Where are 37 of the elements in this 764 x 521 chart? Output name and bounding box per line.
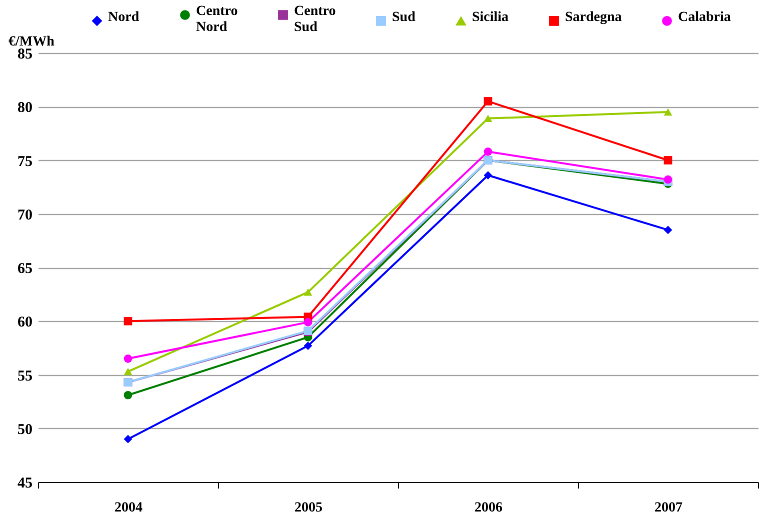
point: [484, 114, 492, 122]
point: [124, 390, 132, 400]
point: [664, 156, 672, 164]
point: [664, 108, 672, 116]
y-tick-label: 75: [18, 154, 32, 170]
legend-label: Sardegna: [565, 10, 622, 25]
point: [304, 318, 312, 326]
y-axis-title: €/MWh: [8, 34, 55, 50]
x-tick-label: 2004: [114, 500, 142, 516]
x-tick-label: 2006: [474, 500, 502, 516]
legend-label: Calabria: [678, 10, 731, 25]
point: [124, 354, 132, 363]
y-tick-label: 70: [18, 207, 32, 224]
y-tick-label: 50: [18, 422, 32, 438]
point: [484, 171, 492, 180]
point: [124, 368, 132, 376]
point: [664, 226, 672, 234]
legend-label: Sicilia: [472, 10, 509, 26]
y-tick-label: 45: [18, 476, 32, 492]
y-tick-label: 65: [18, 261, 32, 277]
y-tick-label: 85: [18, 46, 32, 62]
y-tick-label: 55: [18, 368, 32, 384]
point: [664, 175, 672, 184]
y-tick-label: 80: [18, 100, 32, 116]
point: [124, 434, 132, 444]
legend-label: Sud: [392, 10, 416, 25]
x-tick-label: 2007: [654, 500, 682, 516]
point: [484, 147, 492, 156]
point: [304, 342, 312, 350]
legend-label: Centro Sud: [294, 4, 336, 35]
point: [124, 316, 132, 326]
legend-label: Centro Nord: [196, 4, 238, 35]
point: [304, 288, 312, 296]
point: [484, 97, 492, 106]
x-tick-label: 2005: [294, 500, 322, 516]
y-tick-label: 60: [18, 314, 32, 331]
legend-label: Nord: [108, 10, 140, 25]
